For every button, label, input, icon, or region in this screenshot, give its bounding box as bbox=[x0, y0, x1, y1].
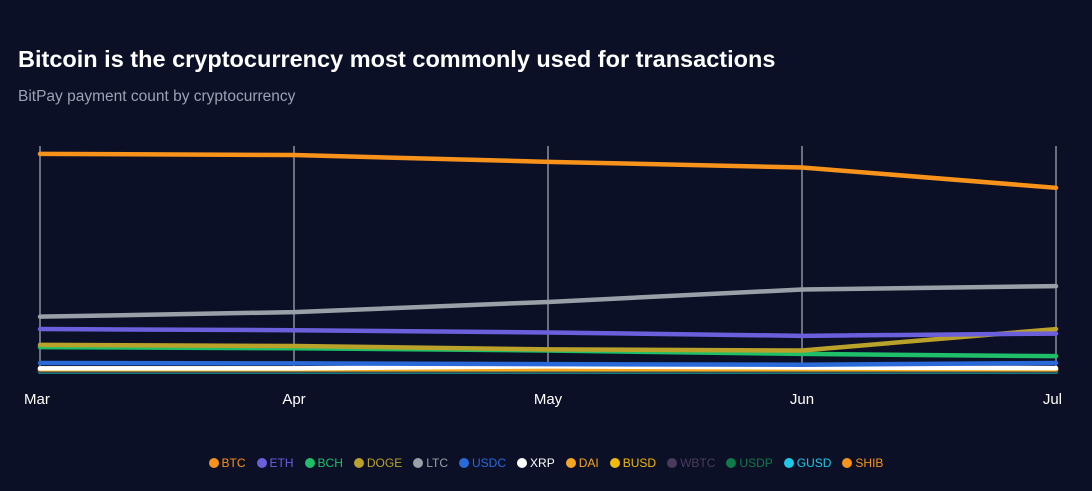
legend-label-bch: BCH bbox=[317, 456, 343, 470]
legend-item-doge[interactable]: DOGE bbox=[353, 456, 403, 470]
series-line-ltc[interactable] bbox=[37, 283, 1059, 319]
legend-item-wbtc[interactable]: WBTC bbox=[667, 456, 715, 470]
legend-label-usdc: USDC bbox=[472, 456, 507, 470]
legend-item-dai[interactable]: DAI bbox=[565, 456, 599, 470]
x-tick-label-mar: Mar bbox=[24, 391, 50, 408]
legend-swatch-ltc bbox=[413, 458, 424, 468]
legend-swatch-btc bbox=[208, 458, 219, 468]
legend-item-shib[interactable]: SHIB bbox=[842, 456, 883, 470]
legend-swatch-doge bbox=[353, 458, 364, 468]
legend-swatch-dai bbox=[565, 458, 576, 468]
line-chart: Mar Apr May Jun Jul bbox=[24, 146, 1062, 408]
legend-label-gusd: GUSD bbox=[796, 456, 832, 470]
x-tick-label-apr: Apr bbox=[282, 391, 305, 408]
legend-swatch-busd bbox=[609, 458, 620, 468]
legend-label-eth: ETH bbox=[269, 456, 294, 470]
legend-item-bch[interactable]: BCH bbox=[304, 456, 343, 470]
legend-item-busd[interactable]: BUSD bbox=[609, 456, 657, 470]
legend-label-shib: SHIB bbox=[855, 456, 884, 470]
x-tick-label-may: May bbox=[534, 391, 563, 408]
legend-label-usdp: USDP bbox=[739, 456, 773, 470]
legend-swatch-bch bbox=[304, 458, 315, 468]
legend-item-gusd[interactable]: GUSD bbox=[783, 456, 832, 470]
series-line-xrp[interactable] bbox=[37, 364, 1059, 371]
legend-swatch-eth bbox=[256, 458, 267, 468]
legend-label-wbtc: WBTC bbox=[680, 456, 716, 470]
legend-item-btc[interactable]: BTC bbox=[208, 456, 246, 470]
legend-item-xrp[interactable]: XRP bbox=[517, 456, 555, 470]
series-line-eth[interactable] bbox=[37, 326, 1059, 339]
legend-swatch-usdp bbox=[726, 458, 737, 468]
x-tick-label-jul: Jul bbox=[1043, 391, 1062, 408]
legend-label-dai: DAI bbox=[578, 456, 599, 470]
legend-label-btc: BTC bbox=[221, 456, 246, 470]
chart-title: Bitcoin is the cryptocurrency most commo… bbox=[18, 46, 776, 72]
series-line-btc[interactable] bbox=[37, 151, 1059, 191]
legend-label-ltc: LTC bbox=[426, 456, 449, 470]
legend-label-doge: DOGE bbox=[366, 456, 403, 470]
legend-item-usdp[interactable]: USDP bbox=[726, 456, 773, 470]
series-line-usdc[interactable] bbox=[37, 360, 1059, 368]
legend-swatch-usdc bbox=[459, 458, 470, 468]
chart-legend: BTC ETH BCH DOGE LTC USDC XRP DAI BUSD WBTC USDP GU… bbox=[0, 456, 1092, 470]
legend-swatch-gusd bbox=[783, 458, 794, 468]
chart-subtitle: BitPay payment count by cryptocurrency bbox=[18, 88, 296, 105]
legend-swatch-shib bbox=[842, 458, 853, 468]
legend-label-busd: BUSD bbox=[622, 456, 657, 470]
legend-item-ltc[interactable]: LTC bbox=[413, 456, 448, 470]
legend-swatch-xrp bbox=[517, 458, 528, 468]
legend-label-xrp: XRP bbox=[530, 456, 555, 470]
legend-swatch-wbtc bbox=[667, 458, 678, 468]
legend-item-usdc[interactable]: USDC bbox=[459, 456, 506, 470]
legend-item-eth[interactable]: ETH bbox=[256, 456, 294, 470]
x-tick-label-jun: Jun bbox=[790, 391, 814, 408]
series-line-doge[interactable] bbox=[37, 326, 1059, 353]
